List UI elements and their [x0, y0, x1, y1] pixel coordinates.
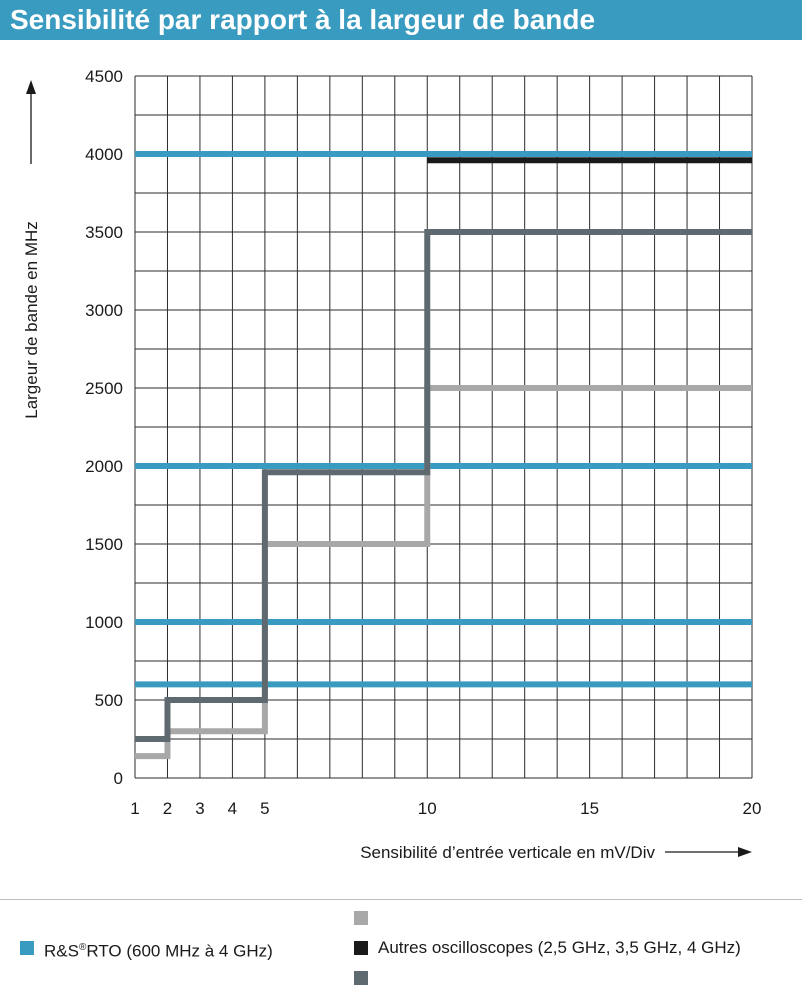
series-line-other_3_5 [135, 229, 752, 742]
x-tick-label: 15 [580, 799, 599, 818]
y-tick-label: 3500 [85, 223, 123, 242]
x-tick-label: 20 [743, 799, 762, 818]
legend-label-rto: R&S®RTO (600 MHz à 4 GHz) [44, 941, 273, 961]
y-tick-label: 2000 [85, 457, 123, 476]
legend-swatch-other-dark [354, 971, 368, 985]
x-tick-label: 5 [260, 799, 269, 818]
y-tick-label: 2500 [85, 379, 123, 398]
y-tick-label: 0 [114, 769, 123, 788]
x-tick-label: 2 [163, 799, 172, 818]
y-tick-label: 500 [95, 691, 123, 710]
x-axis-label: Sensibilité d’entrée verticale en mV/Div [360, 843, 655, 862]
legend-swatch-other-light [354, 911, 368, 925]
y-tick-label: 3000 [85, 301, 123, 320]
legend-divider [0, 899, 802, 900]
x-axis-arrow-head [738, 847, 752, 857]
x-tick-label: 1 [130, 799, 139, 818]
y-axis-label: Largeur de bande en MHz [22, 221, 41, 419]
title-bar: Sensibilité par rapport à la largeur de … [0, 0, 802, 40]
x-tick-label: 4 [228, 799, 237, 818]
y-tick-label: 4000 [85, 145, 123, 164]
y-axis-arrow-head [26, 80, 36, 94]
page-title: Sensibilité par rapport à la largeur de … [10, 4, 596, 35]
y-tick-label: 4500 [85, 67, 123, 86]
x-tick-label: 3 [195, 799, 204, 818]
legend-swatch-other-black [354, 941, 368, 955]
legend-label-other: Autres oscilloscopes (2,5 GHz, 3,5 GHz, … [378, 938, 741, 957]
x-tick-label: 10 [418, 799, 437, 818]
bandwidth-chart: 0 500 1000 1500 2000 2500 3000 3500 4000 4500 1 2 3 4… [22, 67, 762, 862]
y-tick-label: 1000 [85, 613, 123, 632]
y-tick-label: 1500 [85, 535, 123, 554]
legend-swatch-rto [20, 941, 34, 955]
